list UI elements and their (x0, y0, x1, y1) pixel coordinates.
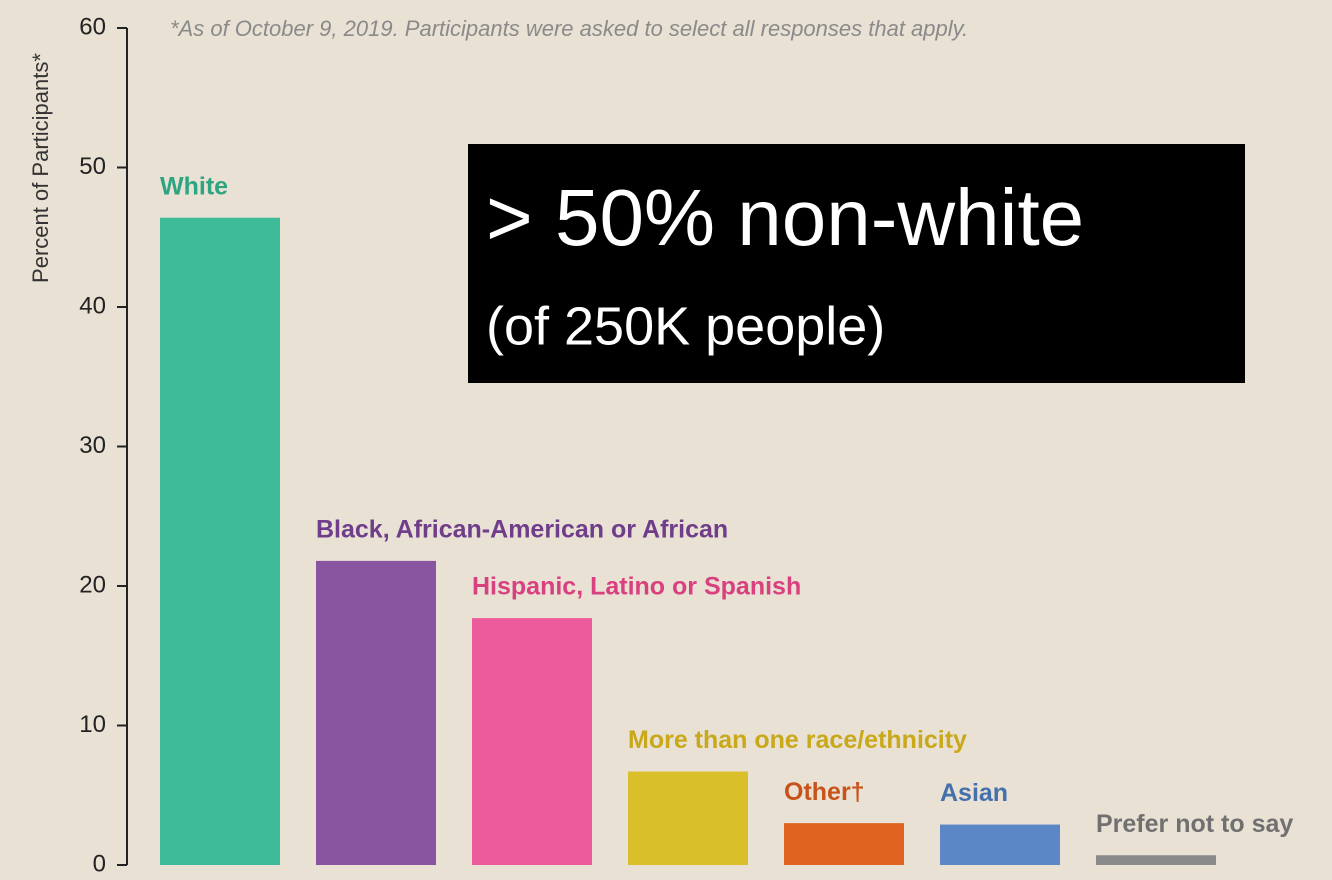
bar-label: Hispanic, Latino or Spanish (472, 573, 801, 601)
y-tick-label: 20 (79, 571, 106, 598)
bar (160, 217, 280, 866)
y-tick-label: 30 (79, 432, 106, 459)
y-tick-label: 60 (79, 13, 106, 40)
y-tick-label: 40 (79, 292, 106, 319)
bar (1096, 855, 1216, 865)
annotation-headline: > 50% non-white (486, 173, 1084, 262)
annotation-box (468, 144, 1245, 383)
y-tick-label: 0 (93, 850, 106, 877)
bar (784, 823, 904, 865)
y-axis-label: Percent of Participants* (28, 53, 53, 283)
bar-label: Asian (940, 779, 1008, 807)
bar-label: White (160, 172, 228, 200)
subtitle: *As of October 9, 2019. Participants wer… (170, 16, 968, 41)
bar-label: Black, African-American or African (316, 515, 728, 543)
bar (628, 771, 748, 865)
annotation-subline: (of 250K people) (486, 296, 885, 356)
bar (316, 560, 436, 865)
bar (472, 618, 592, 865)
y-tick-label: 10 (79, 711, 106, 738)
bar-label: Prefer not to say (1096, 810, 1293, 838)
y-tick-label: 50 (79, 153, 106, 180)
bar-label: Other† (784, 778, 865, 806)
bar-label: More than one race/ethnicity (628, 726, 967, 754)
bar (940, 824, 1060, 865)
